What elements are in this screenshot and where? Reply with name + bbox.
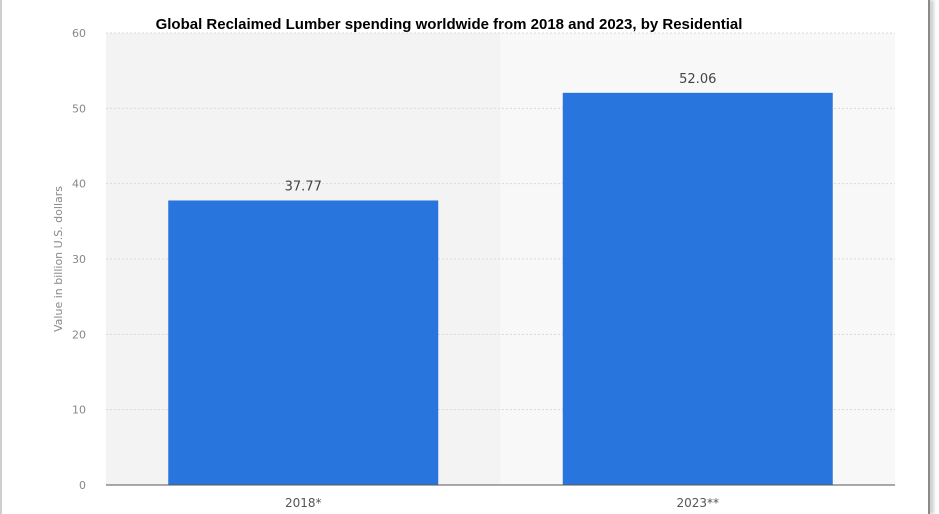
chart-title: Global Reclaimed Lumber spending worldwi… (156, 16, 743, 33)
y-tick-label: 40 (72, 178, 86, 191)
y-tick-label: 50 (72, 102, 86, 115)
y-tick-label: 60 (72, 27, 86, 40)
data-label: 37.77 (285, 179, 322, 194)
x-axis-ticks: 2018* 2023** (285, 496, 719, 510)
x-tick-label: 2023** (676, 496, 719, 510)
x-tick-label: 2018* (285, 496, 322, 510)
y-tick-label: 20 (72, 328, 86, 341)
bars: 37.77 52.06 (168, 72, 833, 485)
y-tick-label: 30 (72, 253, 86, 266)
y-axis-ticks: 0 10 20 30 40 50 60 (72, 27, 86, 492)
y-tick-label: 0 (79, 479, 86, 492)
bar (562, 92, 833, 485)
bar (168, 200, 439, 485)
y-axis-label: Value in billion U.S. dollars (52, 186, 65, 332)
data-label: 52.06 (679, 72, 716, 87)
y-tick-label: 10 (72, 404, 86, 417)
